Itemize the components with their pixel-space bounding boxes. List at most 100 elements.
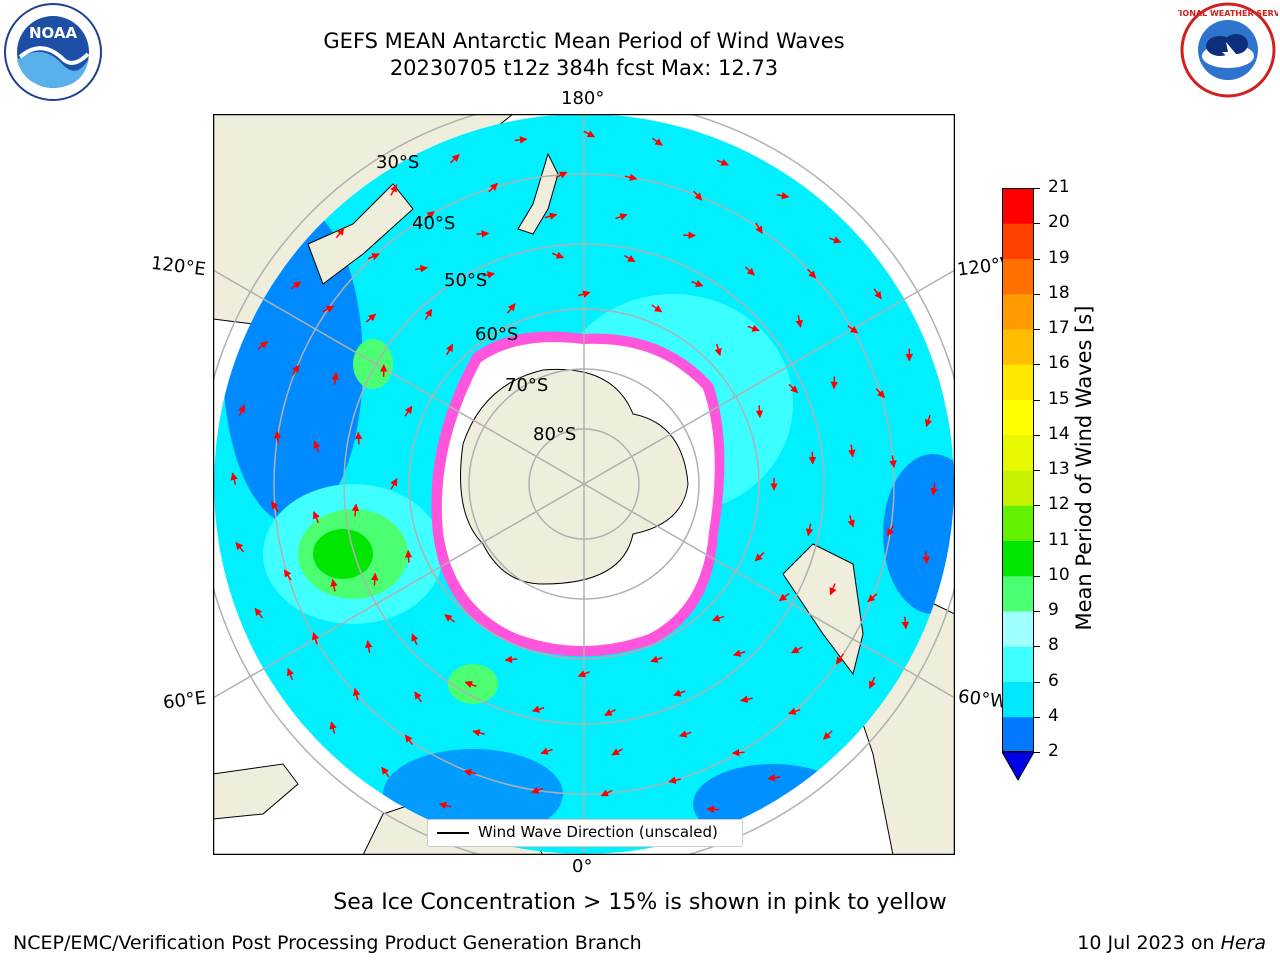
wave-direction-arrow bbox=[544, 212, 558, 220]
wave-period-2to4-southwest bbox=[383, 749, 563, 839]
wave-direction-arrow bbox=[476, 230, 490, 238]
lat-label-70s: 70°S bbox=[505, 375, 549, 396]
colorbar-tick-label: 21 bbox=[1048, 177, 1070, 197]
wave-period-2to4-east bbox=[883, 454, 954, 614]
wave-direction-arrow bbox=[805, 523, 814, 537]
wave-direction-arrow bbox=[767, 774, 781, 782]
wave-direction-arrow bbox=[555, 171, 568, 179]
wave-direction-arrow bbox=[693, 190, 703, 201]
colorbar-cell bbox=[1002, 293, 1034, 330]
lat-label-80s: 80°S bbox=[533, 424, 577, 445]
lon-label-0: 0° bbox=[572, 856, 593, 877]
wave-direction-arrow bbox=[673, 689, 686, 697]
colorbar-tick-label: 20 bbox=[1048, 212, 1070, 233]
wave-direction-arrow bbox=[788, 707, 801, 715]
wave-direction-arrow bbox=[414, 691, 422, 703]
wave-direction-arrow bbox=[464, 681, 477, 689]
colorbar-cell bbox=[1002, 434, 1034, 471]
colorbar-cell bbox=[1002, 258, 1034, 295]
colorbar-border bbox=[1002, 188, 1034, 752]
wave-direction-arrow bbox=[868, 676, 876, 689]
legend-label: Wind Wave Direction (unscaled) bbox=[478, 823, 718, 841]
colorbar-tick-mark bbox=[1034, 646, 1040, 648]
wave-direction-arrow bbox=[577, 670, 590, 678]
wave-direction-arrow bbox=[706, 805, 720, 814]
map-border bbox=[212, 113, 956, 856]
colorbar-tick-label: 9 bbox=[1048, 600, 1059, 620]
wave-direction-arrow bbox=[283, 569, 292, 581]
colorbar-tick-label: 12 bbox=[1048, 494, 1070, 515]
chart-title: GEFS MEAN Antarctic Mean Period of Wind … bbox=[323, 29, 845, 53]
wave-direction-arrow bbox=[331, 372, 339, 385]
colorbar-cell bbox=[1002, 329, 1034, 365]
colorbar-tick-label: 13 bbox=[1048, 459, 1070, 479]
colorbar-tick-mark bbox=[1034, 188, 1040, 189]
map-legend: Wind Wave Direction (unscaled) bbox=[427, 819, 743, 847]
wave-direction-arrow bbox=[506, 303, 516, 314]
colorbar-cell bbox=[1002, 611, 1034, 647]
colorbar-tick-mark bbox=[1034, 364, 1040, 366]
madagascar-landmass bbox=[213, 763, 299, 820]
lon-label-60e: 60°E bbox=[161, 687, 208, 714]
wave-direction-arrow bbox=[381, 766, 390, 778]
wave-direction-arrow bbox=[711, 614, 725, 622]
colorbar-label: Mean Period of Wind Waves [s] bbox=[1072, 305, 1096, 631]
wave-direction-arrow bbox=[733, 649, 746, 657]
colorbar-tick-mark bbox=[1034, 752, 1040, 753]
chart-subtitle: 20230705 t12z 384h fcst Max: 12.73 bbox=[389, 56, 779, 80]
wave-direction-arrow bbox=[848, 444, 856, 458]
wave-direction-arrow bbox=[313, 440, 321, 453]
wave-direction-arrow bbox=[875, 388, 886, 399]
wave-direction-arrow bbox=[290, 281, 302, 290]
wave-direction-arrow bbox=[755, 222, 763, 234]
colorbar-cell bbox=[1002, 575, 1034, 612]
wave-direction-arrow bbox=[446, 343, 454, 356]
colorbar-cell bbox=[1002, 470, 1034, 506]
colorbar-tick-mark bbox=[1034, 505, 1040, 507]
wave-direction-arrow bbox=[330, 578, 338, 592]
wave-direction-arrow bbox=[329, 721, 337, 734]
wave-direction-arrow bbox=[514, 136, 528, 144]
australia-coast bbox=[307, 183, 414, 285]
wave-direction-arrow bbox=[611, 748, 623, 756]
colorbar-cell bbox=[1002, 188, 1034, 224]
colorbar-tick-mark bbox=[1034, 293, 1040, 295]
colorbar-cell bbox=[1002, 399, 1034, 436]
polar-map bbox=[212, 113, 956, 856]
colorbar bbox=[1001, 188, 1035, 782]
wave-direction-arrow bbox=[604, 708, 616, 717]
wave-direction-arrow bbox=[254, 607, 263, 619]
wave-direction-arrow bbox=[806, 268, 817, 279]
wave-direction-arrow bbox=[312, 511, 320, 524]
wave-direction-arrow bbox=[335, 227, 345, 239]
colorbar-tick-label: 2 bbox=[1048, 741, 1059, 761]
nws-logo: NATIONAL WEATHER SERVICE bbox=[1162, 2, 1280, 98]
colorbar-cell bbox=[1002, 505, 1034, 541]
colorbar-tick-label: 17 bbox=[1048, 318, 1070, 338]
wave-direction-arrow bbox=[615, 213, 628, 221]
wave-direction-arrow bbox=[924, 414, 933, 428]
lat-label-60s: 60°S bbox=[475, 324, 519, 345]
wave-direction-arrow bbox=[791, 646, 803, 654]
wave-direction-arrow bbox=[438, 801, 452, 810]
wave-direction-arrow bbox=[754, 552, 765, 562]
colorbar-cell bbox=[1002, 681, 1034, 718]
wave-direction-arrow bbox=[778, 592, 790, 602]
colorbar-cell bbox=[1002, 223, 1034, 259]
wave-direction-arrow bbox=[404, 405, 413, 417]
noaa-logo-text: NOAA bbox=[29, 24, 78, 42]
colorbar-ticks: 2 4 6 8 9 10 11 12 13 14 15 16 17 18 19 20 21 bbox=[1034, 177, 1094, 761]
colorbar-tick-mark bbox=[1034, 223, 1040, 225]
wave-direction-arrow bbox=[424, 308, 433, 321]
wave-direction-arrow bbox=[823, 730, 833, 740]
wave-direction-arrow bbox=[551, 251, 565, 259]
antarctica-landmass bbox=[460, 368, 689, 585]
colorbar-tick-mark bbox=[1034, 681, 1040, 683]
wave-direction-arrow bbox=[354, 431, 363, 445]
wave-direction-arrow bbox=[624, 254, 636, 263]
wave-direction-arrow bbox=[424, 210, 435, 220]
wave-direction-arrow bbox=[365, 313, 377, 323]
wave-direction-arrow bbox=[390, 184, 398, 196]
wave-direction-arrow bbox=[578, 290, 591, 298]
footer-left: NCEP/EMC/Verification Post Processing Pr… bbox=[13, 932, 642, 954]
